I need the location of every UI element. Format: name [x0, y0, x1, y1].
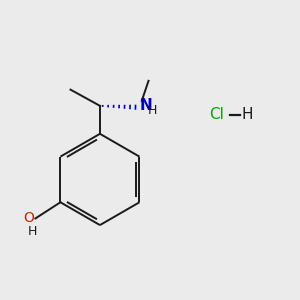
Text: N: N	[140, 98, 152, 113]
Text: H: H	[28, 225, 37, 238]
Text: O: O	[23, 211, 34, 225]
Text: H: H	[241, 107, 253, 122]
Text: H: H	[148, 104, 158, 117]
Text: Cl: Cl	[209, 107, 224, 122]
